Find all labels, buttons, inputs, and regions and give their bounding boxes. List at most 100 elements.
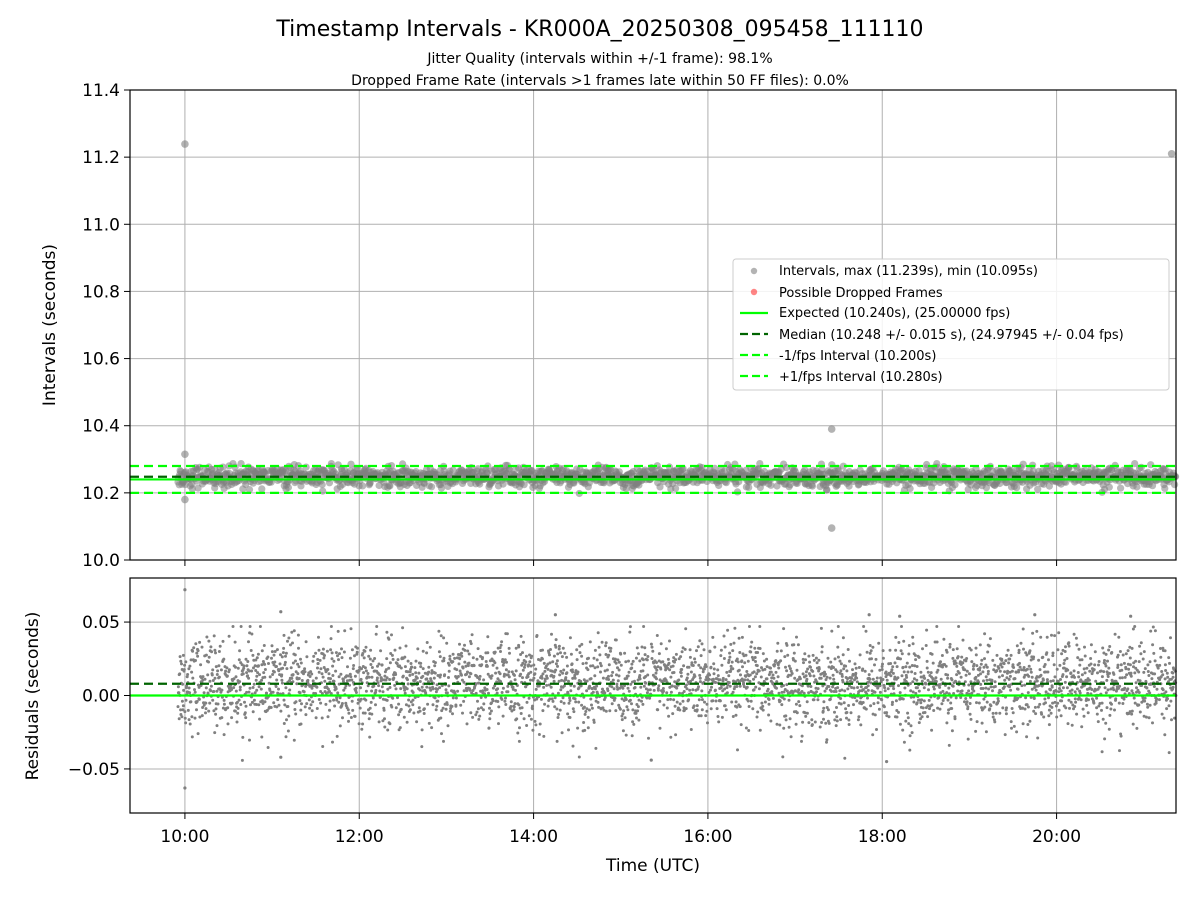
residual-point <box>569 689 573 693</box>
residual-point <box>504 703 508 706</box>
residual-point <box>983 705 987 709</box>
residual-point <box>987 687 991 691</box>
residual-point <box>680 668 684 671</box>
residual-point <box>406 678 409 682</box>
residual-point <box>1036 736 1040 740</box>
residual-point <box>881 656 885 660</box>
residual-point <box>394 706 398 710</box>
residual-point <box>586 715 590 719</box>
residual-point <box>795 668 799 672</box>
residual-point <box>752 677 755 681</box>
residual-point <box>831 673 835 677</box>
legend-label-expected: Expected (10.240s), (25.00000 fps) <box>779 306 1010 321</box>
interval-point <box>1034 485 1042 493</box>
residual-point <box>841 653 845 657</box>
residual-point <box>496 700 500 703</box>
residual-point <box>317 670 321 674</box>
residual-point <box>793 676 797 680</box>
residual-point <box>201 706 205 709</box>
residual-point <box>465 722 469 726</box>
residual-point <box>418 688 422 692</box>
residual-point <box>209 645 213 649</box>
residual-point <box>679 674 683 678</box>
residual-point <box>920 715 924 719</box>
residual-point <box>871 645 875 649</box>
residual-point <box>204 653 208 657</box>
residual-point <box>552 674 556 678</box>
legend-marker-dropped <box>750 288 758 296</box>
residual-point <box>728 651 732 655</box>
residual-point <box>517 703 521 707</box>
residual-point <box>804 674 808 678</box>
residual-point <box>270 644 274 648</box>
residual-point <box>455 668 459 672</box>
interval-point <box>656 483 664 491</box>
residual-point <box>556 664 559 668</box>
intervals-x-tick-marks <box>184 560 1058 566</box>
interval-outlier-point <box>181 450 189 459</box>
residual-point <box>655 668 659 672</box>
residual-point <box>215 689 219 693</box>
residual-point <box>576 726 580 730</box>
residual-point <box>348 656 352 660</box>
residual-point <box>384 678 388 682</box>
residual-point <box>1027 664 1031 668</box>
residual-point <box>262 644 266 647</box>
residual-point <box>260 735 264 739</box>
residual-point <box>408 670 412 674</box>
residual-point <box>410 665 414 669</box>
residual-point <box>895 715 899 719</box>
residual-point <box>736 748 739 752</box>
residual-point <box>829 660 833 664</box>
residual-point <box>902 740 906 744</box>
residual-point <box>190 670 194 674</box>
residual-point <box>582 721 586 724</box>
residual-point <box>533 672 537 676</box>
residual-point <box>670 684 674 688</box>
residual-point <box>180 699 184 703</box>
residual-point <box>226 722 230 726</box>
residual-point <box>458 642 461 646</box>
residual-point <box>710 685 713 689</box>
residual-point <box>743 678 747 682</box>
residual-point <box>634 711 638 715</box>
legend-entry-intervals: Intervals, max (11.239s), min (10.095s) <box>750 264 1038 279</box>
residual-point <box>394 687 398 691</box>
residual-point <box>234 675 238 679</box>
residual-point <box>402 715 406 719</box>
residual-point <box>960 655 964 659</box>
residual-point <box>316 666 319 670</box>
residual-point <box>594 746 598 750</box>
residual-point <box>496 687 500 691</box>
residual-point <box>896 676 900 680</box>
residual-point <box>534 687 538 691</box>
residual-point <box>533 719 537 723</box>
residual-point <box>281 692 285 696</box>
residual-point <box>230 701 234 705</box>
residual-point <box>390 653 394 657</box>
residual-point <box>904 665 908 669</box>
residual-point <box>662 689 665 693</box>
residual-point <box>846 687 850 691</box>
residual-point <box>692 704 696 708</box>
residual-point <box>198 640 202 644</box>
residual-point <box>1026 705 1030 709</box>
residual-point <box>1013 677 1017 681</box>
residual-point <box>338 724 342 728</box>
residual-point <box>391 696 395 700</box>
residual-point <box>435 704 439 708</box>
residual-point <box>657 652 661 656</box>
residual-point <box>978 643 982 647</box>
residual-point <box>560 655 564 659</box>
residual-point <box>297 646 300 650</box>
residual-point <box>419 661 423 665</box>
residual-point <box>561 696 565 700</box>
residual-point <box>542 661 546 665</box>
residual-point <box>927 688 930 692</box>
residual-point <box>633 679 636 683</box>
interval-point <box>1147 461 1155 469</box>
residual-point <box>401 674 405 678</box>
residual-point <box>363 711 367 715</box>
residual-point <box>450 704 454 708</box>
residual-point <box>592 720 596 724</box>
